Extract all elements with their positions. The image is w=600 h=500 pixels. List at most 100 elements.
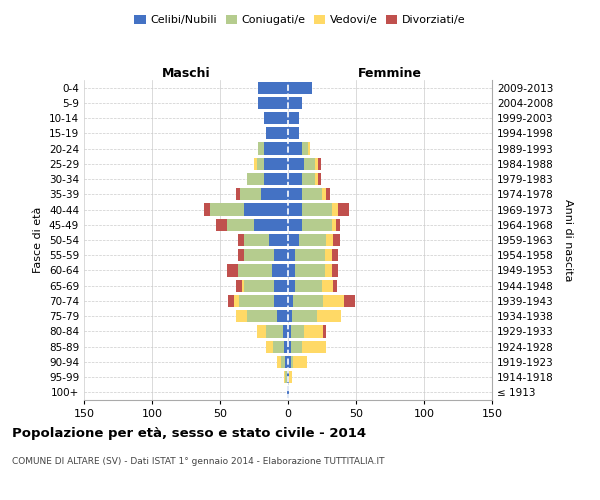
Bar bbox=[236, 280, 242, 292]
Bar bbox=[326, 188, 330, 200]
Bar bbox=[288, 97, 302, 109]
Bar bbox=[247, 173, 263, 185]
Bar bbox=[277, 310, 288, 322]
Bar bbox=[292, 310, 317, 322]
Bar bbox=[284, 340, 288, 353]
Bar bbox=[241, 188, 261, 200]
Bar bbox=[258, 82, 288, 94]
Bar bbox=[228, 295, 233, 307]
Bar bbox=[203, 204, 211, 216]
Bar bbox=[288, 142, 302, 154]
Bar bbox=[261, 188, 288, 200]
Text: Femmine: Femmine bbox=[358, 67, 422, 80]
Bar bbox=[288, 386, 289, 398]
Bar bbox=[323, 295, 344, 307]
Legend: Celibi/Nubili, Coniugati/e, Vedovi/e, Divorziati/e: Celibi/Nubili, Coniugati/e, Vedovi/e, Di… bbox=[130, 10, 470, 30]
Bar bbox=[258, 97, 288, 109]
Bar bbox=[295, 249, 325, 262]
Bar bbox=[288, 204, 302, 216]
Bar bbox=[288, 295, 293, 307]
Bar bbox=[333, 280, 337, 292]
Bar bbox=[332, 249, 338, 262]
Bar bbox=[273, 340, 284, 353]
Bar bbox=[274, 249, 288, 262]
Y-axis label: Fasce di età: Fasce di età bbox=[34, 207, 43, 273]
Bar bbox=[277, 356, 281, 368]
Bar bbox=[254, 218, 288, 231]
Bar bbox=[285, 371, 287, 383]
Bar bbox=[302, 218, 332, 231]
Bar bbox=[302, 188, 322, 200]
Bar bbox=[238, 249, 244, 262]
Bar bbox=[293, 295, 323, 307]
Bar bbox=[315, 158, 318, 170]
Bar bbox=[285, 356, 288, 368]
Bar bbox=[236, 310, 247, 322]
Bar bbox=[315, 173, 318, 185]
Bar bbox=[322, 280, 333, 292]
Bar bbox=[295, 280, 322, 292]
Bar bbox=[289, 371, 292, 383]
Bar bbox=[288, 371, 289, 383]
Bar bbox=[291, 326, 304, 338]
Bar bbox=[283, 326, 288, 338]
Bar bbox=[263, 112, 288, 124]
Bar bbox=[304, 326, 323, 338]
Bar bbox=[288, 264, 295, 276]
Bar bbox=[288, 326, 291, 338]
Bar bbox=[287, 386, 288, 398]
Bar bbox=[263, 142, 288, 154]
Bar bbox=[244, 204, 288, 216]
Bar bbox=[266, 127, 288, 140]
Bar bbox=[227, 218, 254, 231]
Bar bbox=[318, 158, 320, 170]
Bar bbox=[238, 264, 272, 276]
Bar bbox=[288, 127, 299, 140]
Bar bbox=[318, 173, 320, 185]
Bar bbox=[257, 326, 266, 338]
Bar bbox=[288, 310, 292, 322]
Bar bbox=[326, 234, 333, 246]
Bar bbox=[216, 218, 227, 231]
Bar bbox=[211, 204, 244, 216]
Bar bbox=[288, 173, 302, 185]
Bar bbox=[266, 326, 283, 338]
Bar bbox=[288, 249, 295, 262]
Bar bbox=[244, 249, 274, 262]
Bar bbox=[288, 356, 291, 368]
Bar bbox=[302, 204, 332, 216]
Bar bbox=[269, 234, 288, 246]
Bar bbox=[263, 173, 288, 185]
Bar bbox=[236, 188, 241, 200]
Bar bbox=[288, 234, 299, 246]
Bar bbox=[274, 280, 288, 292]
Bar bbox=[274, 295, 288, 307]
Bar bbox=[288, 188, 302, 200]
Bar bbox=[257, 158, 263, 170]
Bar bbox=[299, 234, 326, 246]
Bar bbox=[239, 295, 274, 307]
Bar bbox=[317, 310, 341, 322]
Bar bbox=[242, 280, 244, 292]
Bar bbox=[254, 158, 257, 170]
Bar bbox=[293, 356, 307, 368]
Bar bbox=[291, 340, 302, 353]
Bar bbox=[302, 340, 326, 353]
Bar bbox=[227, 264, 238, 276]
Bar bbox=[258, 142, 263, 154]
Bar bbox=[322, 188, 326, 200]
Bar bbox=[233, 295, 239, 307]
Bar bbox=[295, 264, 325, 276]
Bar bbox=[325, 264, 332, 276]
Bar bbox=[284, 371, 285, 383]
Bar bbox=[302, 173, 315, 185]
Y-axis label: Anni di nascita: Anni di nascita bbox=[563, 198, 573, 281]
Bar bbox=[263, 158, 288, 170]
Text: Maschi: Maschi bbox=[161, 67, 211, 80]
Bar bbox=[304, 158, 315, 170]
Text: Popolazione per età, sesso e stato civile - 2014: Popolazione per età, sesso e stato civil… bbox=[12, 428, 366, 440]
Bar bbox=[272, 264, 288, 276]
Bar bbox=[288, 158, 304, 170]
Bar bbox=[323, 326, 326, 338]
Bar bbox=[288, 280, 295, 292]
